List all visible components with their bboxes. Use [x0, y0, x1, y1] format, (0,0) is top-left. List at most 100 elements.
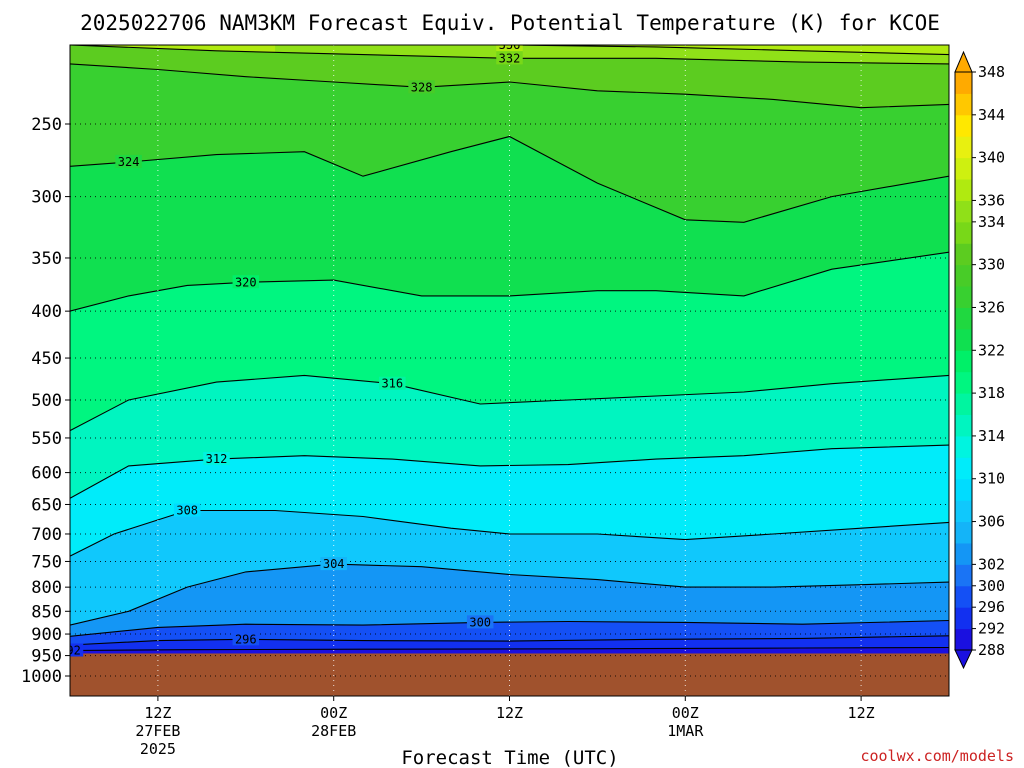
chart-title: 2025022706 NAM3KM Forecast Equiv. Potent… — [80, 11, 940, 35]
x-tick-label-6-0: 12Z — [144, 704, 171, 722]
colorbar-segment-344 — [955, 93, 972, 116]
colorbar-segment-346 — [955, 72, 972, 94]
x-tick-label-42-1: 1MAR — [667, 722, 704, 740]
colorbar-label-344: 344 — [978, 106, 1005, 124]
colorbar-label-326: 326 — [978, 298, 1005, 316]
y-tick-label-950: 950 — [31, 647, 62, 667]
contour-label-300: 300 — [469, 615, 491, 629]
colorbar-label-302: 302 — [978, 555, 1005, 573]
colorbar-segment-312 — [955, 435, 972, 458]
colorbar-segment-288 — [955, 628, 972, 651]
y-tick-label-850: 850 — [31, 602, 62, 622]
colorbar-label-336: 336 — [978, 191, 1005, 209]
y-tick-label-450: 450 — [31, 349, 62, 369]
x-tick-label-18-0: 00Z — [320, 704, 347, 722]
contour-label-bg-308 — [173, 503, 201, 517]
contour-320 — [70, 251, 949, 312]
contour-312 — [70, 444, 949, 499]
credit-text[interactable]: coolwx.com/models — [860, 747, 1014, 765]
colorbar-segment-332 — [955, 221, 972, 244]
colorbar-label-296: 296 — [978, 598, 1005, 616]
y-tick-label-250: 250 — [31, 115, 62, 135]
colorbar-frame — [954, 71, 973, 651]
contour-label-324: 324 — [118, 155, 140, 169]
contour-label-316: 316 — [381, 377, 403, 391]
contour-label-312: 312 — [206, 452, 228, 466]
colorbar-label-300: 300 — [978, 577, 1005, 595]
colorbar-label-292: 292 — [978, 620, 1005, 638]
y-tick-label-400: 400 — [31, 302, 62, 322]
contour-336 — [489, 45, 949, 56]
contour-label-296: 296 — [235, 632, 257, 646]
colorbar-label-306: 306 — [978, 513, 1005, 531]
colorbar-segment-306 — [955, 500, 972, 523]
x-tick-label-30-0: 12Z — [496, 704, 523, 722]
y-tick-label-300: 300 — [31, 188, 62, 208]
colorbar-label-288: 288 — [978, 641, 1005, 659]
colorbar-segment-296 — [955, 585, 972, 608]
colorbar-segment-334 — [955, 200, 972, 223]
contour-label-bg-324 — [115, 154, 142, 168]
contour-label-bg-304 — [320, 557, 347, 571]
contour-label-bg-312 — [203, 452, 230, 466]
x-tick-label-42-0: 00Z — [672, 704, 699, 722]
contour-296 — [70, 635, 949, 646]
colorbar-arrow-top — [954, 50, 973, 73]
contour-label-320: 320 — [235, 275, 257, 289]
contour-label-bg-328 — [408, 80, 435, 94]
colorbar-segment-322 — [955, 328, 972, 351]
contour-328 — [70, 63, 949, 109]
colorbar-segment-330 — [955, 243, 972, 266]
colorbar-segment-314 — [955, 414, 972, 437]
contour-324 — [70, 135, 949, 223]
x-axis-label: Forecast Time (UTC) — [401, 747, 618, 768]
y-tick-label-900: 900 — [31, 625, 62, 645]
contour-label-bg-296 — [232, 632, 260, 646]
colorbar-segment-328 — [955, 264, 972, 287]
y-tick-label-500: 500 — [31, 391, 62, 411]
colorbar-segment-316 — [955, 393, 972, 416]
contour-label-bg-332 — [496, 51, 523, 65]
contour-label-bg-320 — [232, 275, 260, 289]
contour-label-bg-336 — [496, 45, 523, 51]
contour-label-304: 304 — [323, 557, 345, 571]
colorbar-label-322: 322 — [978, 341, 1005, 359]
contour-label-328: 328 — [411, 80, 433, 94]
contour-label-bg-316 — [379, 376, 406, 390]
contour-label-bg-300 — [466, 615, 494, 629]
colorbar-label-334: 334 — [978, 213, 1005, 231]
colorbar-label-314: 314 — [978, 427, 1005, 445]
y-tick-label-600: 600 — [31, 464, 62, 484]
y-tick-label-800: 800 — [31, 578, 62, 598]
x-tick-label-6-2: 2025 — [140, 740, 176, 758]
contour-304 — [70, 563, 949, 626]
contour-label-292: 292 — [59, 644, 81, 658]
colorbar-arrow-bottom — [954, 649, 973, 670]
colorbar-segment-300 — [955, 564, 972, 587]
colorbar-label-310: 310 — [978, 470, 1005, 488]
colorbar-segment-340 — [955, 136, 972, 159]
colorbar: 348 344 340 336 334 330 326 322 318 314 310 306 302 3… — [954, 50, 1005, 670]
y-tick-label-1000: 1000 — [21, 667, 62, 687]
colorbar-label-318: 318 — [978, 384, 1005, 402]
colorbar-segment-318 — [955, 371, 972, 394]
x-tick-label-6-1: 27FEB — [135, 722, 180, 740]
y-tick-label-650: 650 — [31, 495, 62, 515]
y-tick-label-750: 750 — [31, 552, 62, 572]
colorbar-segment-336 — [955, 179, 972, 201]
contour-label-308: 308 — [176, 504, 198, 518]
colorbar-label-340: 340 — [978, 149, 1005, 167]
y-tick-label-350: 350 — [31, 249, 62, 269]
colorbar-segment-324 — [955, 307, 972, 330]
colorbar-label-348: 348 — [978, 63, 1005, 81]
colorbar-label-330: 330 — [978, 256, 1005, 274]
colorbar-segment-320 — [955, 350, 972, 373]
colorbar-segment-292 — [955, 607, 972, 630]
y-tick-label-700: 700 — [31, 525, 62, 545]
x-tick-label-18-1: 28FEB — [311, 722, 356, 740]
contour-292 — [70, 646, 949, 652]
